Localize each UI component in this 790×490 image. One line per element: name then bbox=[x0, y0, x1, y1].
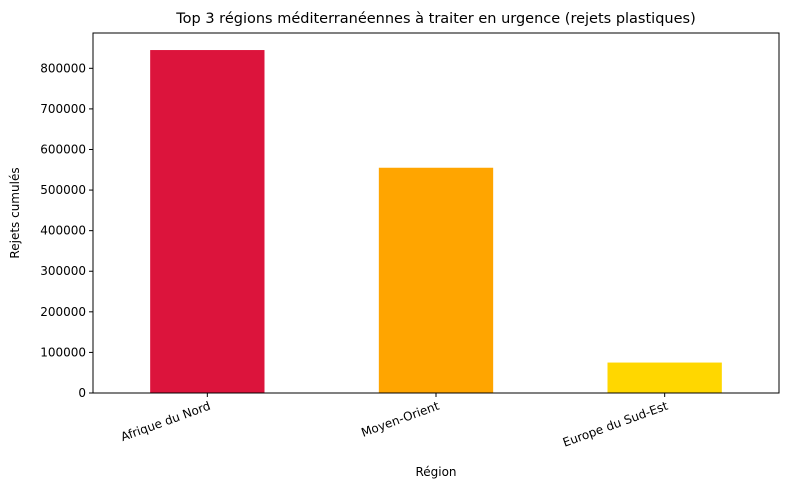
y-tick-label: 100000 bbox=[40, 345, 86, 359]
y-tick-label: 300000 bbox=[40, 264, 86, 278]
y-tick-label: 500000 bbox=[40, 183, 86, 197]
x-tick-label: Europe du Sud-Est bbox=[561, 399, 670, 450]
bar-2 bbox=[378, 167, 494, 393]
plot-frame bbox=[92, 32, 780, 394]
y-tick-label: 200000 bbox=[40, 305, 86, 319]
bar-1 bbox=[150, 50, 265, 393]
bar-3 bbox=[607, 362, 722, 393]
y-axis: 0 100000 200000 300000 400000 500000 600000 700… bbox=[40, 61, 93, 400]
y-axis-label: Rejets cumulés bbox=[8, 167, 22, 258]
y-tick-label: 400000 bbox=[40, 224, 86, 238]
y-tick-label: 800000 bbox=[40, 61, 86, 75]
x-tick-label: Moyen-Orient bbox=[359, 399, 441, 440]
bars-group bbox=[150, 50, 722, 393]
x-axis-label: Région bbox=[415, 465, 456, 479]
y-tick-label: 600000 bbox=[40, 142, 86, 156]
x-tick-label: Afrique du Nord bbox=[119, 399, 212, 444]
y-tick-label: 700000 bbox=[40, 102, 86, 116]
y-tick-label: 0 bbox=[78, 386, 86, 400]
x-axis: Afrique du Nord Moyen-Orient Europe du Sud… bbox=[119, 393, 670, 450]
chart-title: Top 3 régions méditerranéennes à traiter… bbox=[175, 11, 695, 27]
